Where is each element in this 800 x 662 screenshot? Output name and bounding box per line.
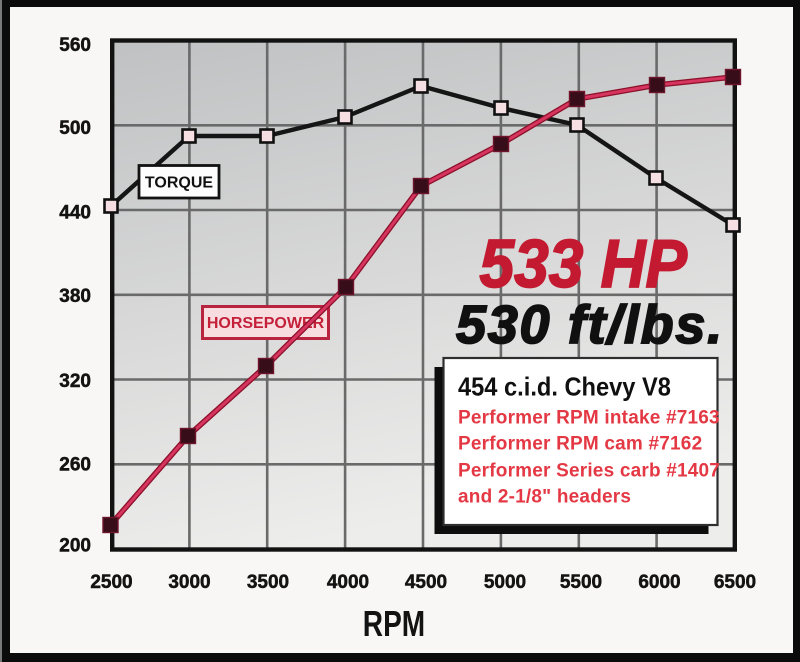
- svg-text:3000: 3000: [168, 572, 210, 593]
- svg-text:454 c.i.d. Chevy V8: 454 c.i.d. Chevy V8: [458, 374, 671, 402]
- svg-text:TORQUE: TORQUE: [145, 175, 213, 192]
- svg-text:5000: 5000: [484, 572, 526, 593]
- svg-text:3500: 3500: [247, 572, 289, 593]
- svg-text:260: 260: [59, 454, 91, 475]
- svg-text:530 ft/lbs.: 530 ft/lbs.: [456, 295, 724, 355]
- svg-text:Performer RPM cam #7162: Performer RPM cam #7162: [458, 433, 702, 454]
- svg-text:380: 380: [59, 286, 91, 307]
- svg-text:533 HP: 533 HP: [480, 225, 688, 301]
- svg-text:Performer Series carb #1407: Performer Series carb #1407: [458, 461, 720, 482]
- svg-text:200: 200: [59, 536, 91, 557]
- svg-text:440: 440: [59, 202, 91, 223]
- svg-text:4500: 4500: [405, 572, 447, 593]
- svg-text:500: 500: [59, 118, 91, 139]
- svg-text:5500: 5500: [560, 572, 602, 593]
- svg-text:Performer RPM intake #7163: Performer RPM intake #7163: [458, 408, 720, 429]
- svg-text:320: 320: [59, 371, 91, 392]
- svg-text:RPM: RPM: [363, 604, 425, 644]
- svg-text:HORSEPOWER: HORSEPOWER: [207, 315, 325, 332]
- svg-text:6500: 6500: [714, 572, 756, 593]
- svg-text:4000: 4000: [327, 572, 369, 593]
- svg-text:560: 560: [59, 35, 91, 56]
- svg-text:and 2-1/8" headers: and 2-1/8" headers: [458, 486, 631, 507]
- svg-text:6000: 6000: [638, 572, 680, 593]
- svg-text:2500: 2500: [90, 572, 132, 593]
